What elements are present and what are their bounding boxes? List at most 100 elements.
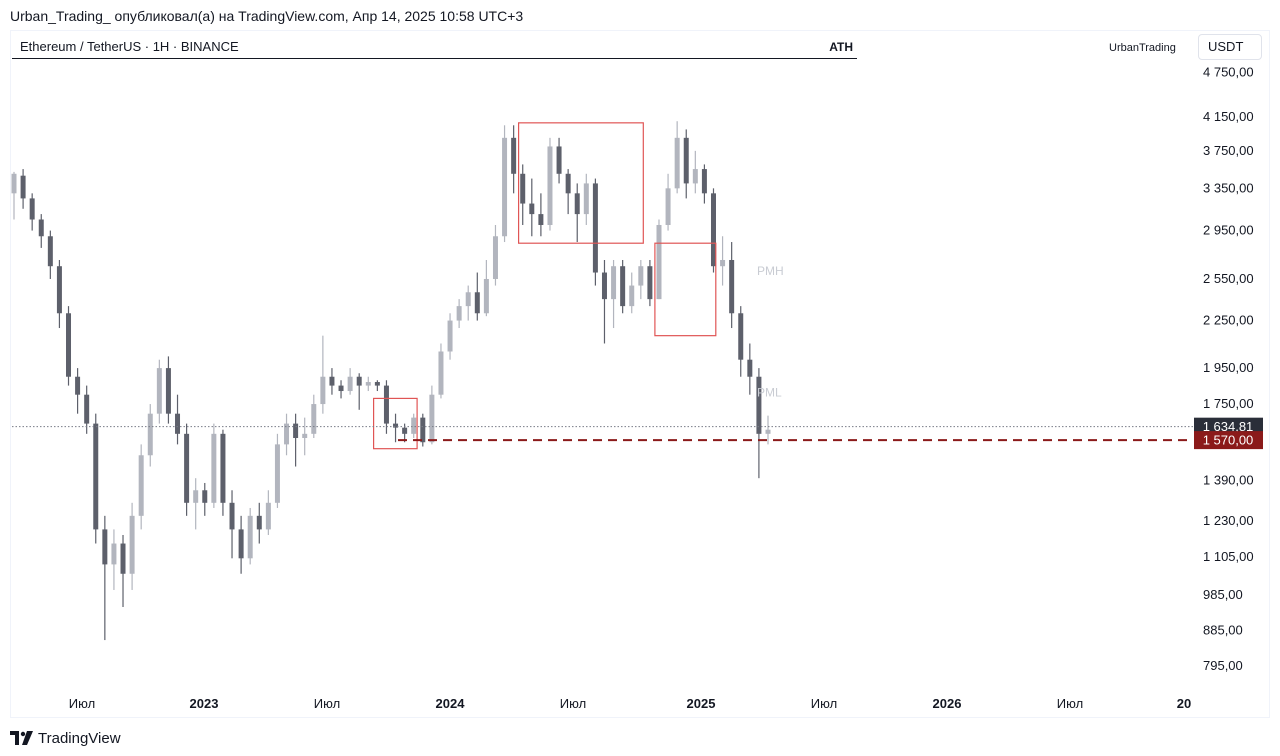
candle-body bbox=[738, 313, 744, 360]
symbol-title[interactable]: Ethereum / TetherUS · 1H · BINANCE bbox=[20, 39, 239, 54]
time-axis-label: 20 bbox=[1177, 696, 1191, 711]
candle-body bbox=[374, 382, 380, 386]
candle-body bbox=[592, 183, 598, 273]
price-axis-label: 885,00 bbox=[1203, 623, 1243, 638]
candle-body bbox=[420, 417, 426, 443]
candle-body bbox=[502, 137, 508, 237]
time-axis-label: 2024 bbox=[436, 696, 466, 711]
price-axis-label: 1 950,00 bbox=[1203, 360, 1254, 375]
candle-body bbox=[538, 214, 544, 225]
candle-body bbox=[665, 188, 671, 225]
author-label[interactable]: UrbanTrading bbox=[1109, 42, 1176, 54]
box-2024-mid bbox=[654, 242, 717, 337]
candle-body bbox=[429, 394, 435, 443]
candle-body bbox=[656, 224, 662, 300]
candle-body bbox=[474, 292, 480, 314]
candle-body bbox=[574, 193, 580, 215]
candle-body bbox=[547, 146, 553, 225]
candle-body bbox=[447, 320, 453, 352]
candle-body bbox=[647, 266, 653, 300]
annotation-pml: PML bbox=[757, 386, 782, 400]
tradingview-logo-icon bbox=[10, 731, 33, 745]
candle-body bbox=[329, 376, 335, 386]
candle-body bbox=[156, 368, 162, 414]
candle-body bbox=[29, 198, 35, 220]
candle-body bbox=[465, 292, 471, 307]
candle-body bbox=[320, 376, 326, 405]
candle-body bbox=[629, 285, 635, 307]
candle-body bbox=[492, 236, 498, 279]
candle-body bbox=[683, 137, 689, 184]
candle-body bbox=[102, 529, 108, 565]
candle-body bbox=[265, 502, 271, 530]
candle-body bbox=[93, 423, 99, 530]
candle-body bbox=[620, 266, 626, 307]
candle-body bbox=[383, 385, 389, 424]
time-axis-label: 2025 bbox=[687, 696, 716, 711]
candle-body bbox=[710, 193, 716, 267]
candle-body bbox=[347, 376, 353, 392]
candle-body bbox=[66, 313, 72, 377]
candle-body bbox=[147, 413, 153, 456]
price-axis-label: 3 350,00 bbox=[1203, 180, 1254, 195]
candle-body bbox=[11, 173, 17, 194]
candle-body bbox=[674, 137, 680, 189]
candle-body bbox=[165, 368, 171, 414]
candle-body bbox=[47, 236, 53, 267]
candle-body bbox=[138, 455, 144, 516]
candle-body bbox=[111, 543, 117, 565]
candle-body bbox=[356, 376, 362, 386]
chart-frame bbox=[10, 30, 1270, 718]
candle-body bbox=[692, 169, 698, 184]
candle-body bbox=[75, 376, 81, 395]
time-axis-label: 2023 bbox=[190, 696, 219, 711]
candle-body bbox=[202, 490, 208, 503]
candle-body bbox=[402, 427, 408, 434]
price-axis-label: 1 230,00 bbox=[1203, 513, 1254, 528]
time-axis-label: Июл bbox=[560, 696, 586, 711]
price-axis-label: 985,00 bbox=[1203, 587, 1243, 602]
candle-body bbox=[756, 376, 762, 434]
candle-body bbox=[338, 385, 344, 392]
candle-body bbox=[84, 394, 90, 424]
price-axis-label: 3 750,00 bbox=[1203, 143, 1254, 158]
box-2024-top bbox=[517, 122, 644, 244]
support-price-tag-bg bbox=[1194, 431, 1263, 450]
candle-body bbox=[393, 423, 399, 428]
candle-body bbox=[456, 306, 462, 321]
candle-body bbox=[601, 272, 607, 300]
candle-body bbox=[175, 413, 181, 434]
current-price-tag: 1 634,81 bbox=[1203, 419, 1254, 434]
candle-body bbox=[129, 515, 135, 574]
symbol-bar: Ethereum / TetherUS · 1H · BINANCE ATH bbox=[12, 36, 857, 59]
candle-body bbox=[284, 423, 290, 445]
price-axis-label: 4 150,00 bbox=[1203, 109, 1254, 124]
box-2023-range bbox=[373, 397, 418, 450]
candle-body bbox=[483, 278, 489, 314]
candle-body bbox=[520, 173, 526, 204]
candle-body bbox=[229, 502, 235, 530]
candle-body bbox=[20, 175, 26, 199]
candle-body bbox=[747, 359, 753, 377]
time-axis-label: 2026 bbox=[933, 696, 962, 711]
candle-body bbox=[565, 173, 571, 194]
price-axis-label: 2 250,00 bbox=[1203, 313, 1254, 328]
candle-body bbox=[511, 137, 517, 174]
time-axis-label: Июл bbox=[811, 696, 837, 711]
tradingview-logo-text: TradingView bbox=[38, 729, 121, 747]
candle-body bbox=[583, 183, 589, 215]
candle-body bbox=[120, 543, 126, 574]
candle-body bbox=[220, 433, 226, 503]
tradingview-logo[interactable]: TradingView bbox=[10, 728, 121, 748]
candle-body bbox=[193, 490, 199, 503]
support-price-tag: 1 570,00 bbox=[1203, 433, 1254, 448]
candle-body bbox=[411, 417, 417, 434]
price-axis-label: 4 750,00 bbox=[1203, 64, 1254, 79]
annotation-pmh: PMH bbox=[757, 264, 784, 278]
candle-body bbox=[293, 423, 299, 439]
candle-body bbox=[729, 259, 735, 314]
currency-button[interactable]: USDT bbox=[1198, 34, 1262, 60]
candle-body bbox=[638, 266, 644, 286]
publication-caption: Urban_Trading_ опубликовал(а) на Trading… bbox=[10, 8, 524, 24]
